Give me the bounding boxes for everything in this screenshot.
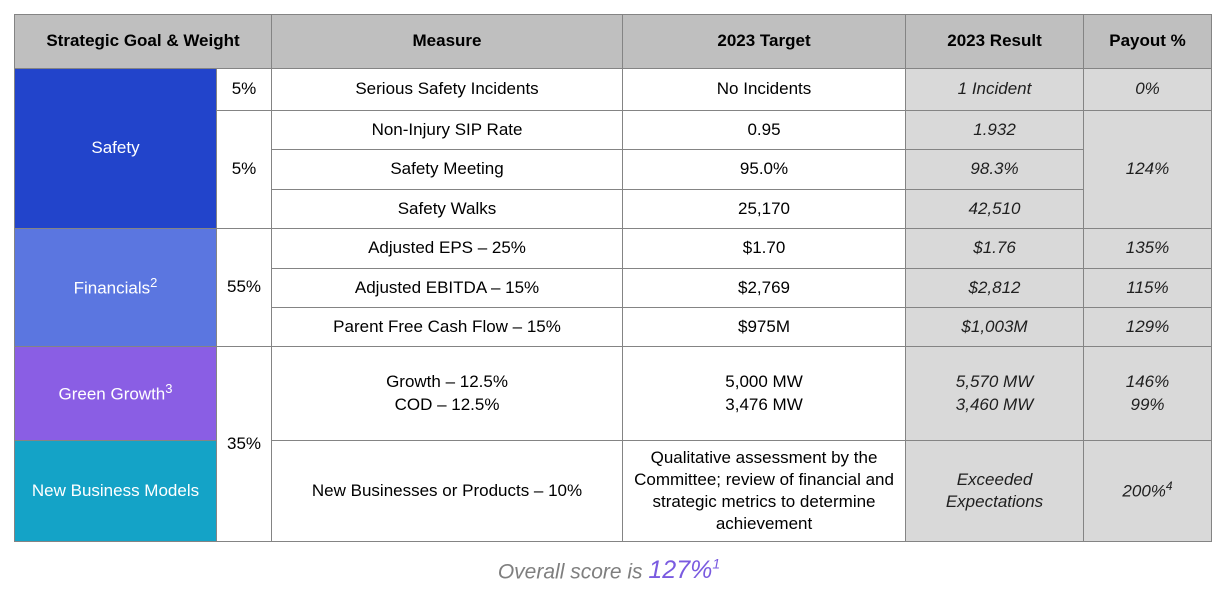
header-strategic-goal-weight: Strategic Goal & Weight [13,14,273,69]
result-growth-cod: 5,570 MW 3,460 MW [905,346,1085,441]
footnote-marker: 2 [150,275,158,291]
result-adjusted-eps: $1.76 [905,228,1085,269]
target-safety-walks: 25,170 [622,189,907,229]
goal-cell-green-growth: Green Growth3 [14,346,217,441]
payout-adjusted-eps: 135% [1083,228,1213,269]
result-adjusted-ebitda: $2,812 [905,268,1085,308]
payout-serious-safety-incidents: 0% [1083,68,1213,111]
payout-growth-cod: 146% 99% [1083,346,1213,441]
payout-safety-programs: 124% [1083,110,1213,229]
target-serious-safety-incidents: No Incidents [622,68,907,111]
table-row: Safety Walks 25,170 42,510 [15,189,1212,229]
overall-score-prefix: Overall score is [497,560,649,584]
weight-safety-programs: 5% [215,110,273,229]
target-parent-free-cash-flow: $975M [622,307,907,347]
table-row: Parent Free Cash Flow – 15% $975M $1,003… [15,307,1213,347]
payout-adjusted-ebitda: 115% [1083,268,1213,308]
goal-cell-financials: Financials2 [14,228,217,347]
goal-cell-new-business-models: New Business Models [14,440,217,542]
strategic-goal-scorecard: Strategic Goal & Weight Measure 2023 Tar… [13,14,1213,542]
result-parent-free-cash-flow: $1,003M [905,307,1085,347]
measure-serious-safety-incidents: Serious Safety Incidents [271,68,624,111]
weight-growth-and-nbm: 35% [215,346,273,542]
measure-parent-free-cash-flow: Parent Free Cash Flow – 15% [271,307,624,347]
header-2023-target: 2023 Target [622,14,907,69]
measure-adjusted-eps: Adjusted EPS – 25% [271,228,624,269]
footnote-marker: 1 [712,556,721,572]
goal-label-green-growth: Green Growth [58,384,166,404]
table-row: 5% Non-Injury SIP Rate 0.95 1.932 124% [15,110,1213,229]
target-non-injury-sip-rate: 0.95 [622,110,907,150]
table-row: Green Growth3 35% Growth – 12.5% COD – 1… [14,346,1213,542]
table-row: Safety Meeting 95.0% 98.3% [15,149,1212,190]
result-new-businesses-products: Exceeded Expectations [905,440,1085,542]
table-row: Safety 5% Serious Safety Incidents No In… [14,68,1213,229]
table-row: New Business Models New Businesses or Pr… [14,440,1213,542]
goal-label-financials: Financials [73,278,151,298]
overall-score-note: Overall score is 127%1 [0,556,1218,585]
goal-label-safety: Safety [91,138,140,158]
target-growth-cod: 5,000 MW 3,476 MW [622,346,907,441]
goal-label-new-business-models: New Business Models [31,480,200,500]
measure-non-injury-sip-rate: Non-Injury SIP Rate [271,110,624,150]
footnote-marker: 3 [165,381,173,397]
result-safety-meeting: 98.3% [905,149,1085,190]
result-non-injury-sip-rate: 1.932 [905,110,1085,150]
header-row: Strategic Goal & Weight Measure 2023 Tar… [13,14,1213,69]
header-2023-result: 2023 Result [905,14,1085,69]
measure-adjusted-ebitda: Adjusted EBITDA – 15% [271,268,624,308]
header-payout: Payout % [1083,14,1213,69]
measure-new-businesses-products: New Businesses or Products – 10% [271,440,624,542]
scorecard-table-container: Strategic Goal & Weight Measure 2023 Tar… [13,14,1213,542]
payout-new-businesses-products: 200%4 [1083,440,1213,542]
target-safety-meeting: 95.0% [622,149,907,190]
weight-financials: 55% [215,228,273,347]
target-new-businesses-products: Qualitative assessment by the Committee;… [622,440,907,542]
header-measure: Measure [271,14,624,69]
result-safety-walks: 42,510 [905,189,1085,229]
measure-safety-meeting: Safety Meeting [271,149,624,190]
measure-growth-cod: Growth – 12.5% COD – 12.5% [271,346,624,441]
table-row: Adjusted EBITDA – 15% $2,769 $2,812 115% [15,268,1213,308]
weight-safety-incidents: 5% [215,68,273,111]
payout-parent-free-cash-flow: 129% [1083,307,1213,347]
footnote-marker: 4 [1165,479,1173,494]
target-adjusted-ebitda: $2,769 [622,268,907,308]
goal-cell-safety: Safety [14,68,217,229]
table-row: Financials2 55% Adjusted EPS – 25% $1.70… [14,228,1213,347]
overall-score-value: 127%1 [648,556,721,585]
target-adjusted-eps: $1.70 [622,228,907,269]
measure-safety-walks: Safety Walks [271,189,624,229]
result-serious-safety-incidents: 1 Incident [905,68,1085,111]
